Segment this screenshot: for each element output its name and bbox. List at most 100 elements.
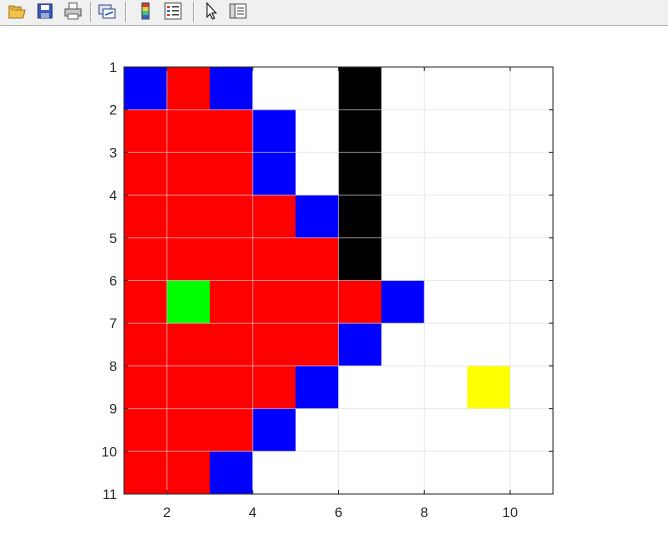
image-cell: [467, 195, 511, 239]
image-cell: [338, 109, 382, 153]
image-cell: [124, 408, 168, 452]
figure-canvas: 2 4 6 8 10 1 2 3 4 5 6 7 8 9 10 11: [0, 27, 668, 534]
image-cell: [295, 451, 339, 495]
toolbar-separator: [125, 2, 126, 22]
image-cell: [424, 67, 468, 111]
image-cell: [510, 237, 554, 281]
image-cell: [381, 280, 425, 324]
image-cell: [381, 195, 425, 239]
image-cell: [166, 323, 211, 367]
image-cell: [467, 408, 511, 452]
image-cell: [166, 237, 211, 281]
image-cell: [381, 152, 425, 196]
image-cell: [510, 451, 554, 495]
image-cell: [467, 365, 511, 409]
print-figure-icon[interactable]: [62, 0, 84, 22]
y-tick-label: 5: [109, 230, 117, 246]
image-cell: [467, 237, 511, 281]
image-cell: [424, 237, 468, 281]
image-cell: [467, 152, 511, 196]
y-tick-label: 7: [109, 315, 117, 331]
image-cell: [252, 237, 296, 281]
image-cell: [209, 365, 254, 409]
y-tick-label: 6: [109, 273, 117, 289]
image-cell: [338, 451, 382, 495]
image-cell: [252, 67, 296, 111]
image-cell: [166, 408, 211, 452]
image-cell: [209, 451, 254, 495]
image-cell: [124, 237, 168, 281]
image-cell: [338, 237, 382, 281]
image-cell: [252, 365, 296, 409]
image-cell: [295, 195, 339, 239]
image-cell: [124, 323, 168, 367]
x-tick-label: 4: [249, 504, 257, 520]
image-cell: [467, 323, 511, 367]
figure-toolbar: [0, 0, 668, 26]
edit-plot-arrow-icon[interactable]: [200, 0, 222, 22]
link-plot-icon[interactable]: [96, 0, 118, 22]
y-tick-label: 8: [109, 358, 117, 374]
image-cell: [166, 152, 211, 196]
image-cell: [295, 237, 339, 281]
image-cell: [124, 152, 168, 196]
image-cell: [424, 323, 468, 367]
toolbar-separator: [193, 2, 194, 22]
image-cell: [295, 408, 339, 452]
image-cell: [124, 109, 168, 153]
image-cell: [381, 408, 425, 452]
image-cell: [295, 109, 339, 153]
image-cell: [252, 408, 296, 452]
image-cell: [424, 365, 468, 409]
y-tick-label: 3: [109, 144, 117, 160]
image-cell: [510, 67, 554, 111]
image-cell: [166, 280, 211, 324]
image-cell: [467, 451, 511, 495]
image-cell: [338, 195, 382, 239]
image-cell: [510, 152, 554, 196]
insert-colorbar-icon[interactable]: [135, 0, 157, 22]
open-property-inspector-icon[interactable]: [227, 0, 249, 22]
image-cell: [252, 109, 296, 153]
image-cell: [338, 408, 382, 452]
image-cell: [424, 195, 468, 239]
image-cell: [295, 323, 339, 367]
image-cell: [424, 451, 468, 495]
x-tick-label: 6: [335, 504, 343, 520]
image-cell: [252, 323, 296, 367]
image-cell: [424, 109, 468, 153]
x-tick-label: 10: [502, 504, 518, 520]
image-cell: [209, 152, 254, 196]
image-cell: [209, 408, 254, 452]
image-cell: [166, 451, 211, 495]
image-cell: [209, 237, 254, 281]
image-cell: [252, 195, 296, 239]
image-cell: [467, 67, 511, 111]
image-cell: [510, 408, 554, 452]
y-tick-label: 4: [109, 187, 117, 203]
y-tick-label: 10: [101, 443, 117, 459]
image-cell: [338, 280, 382, 324]
image-cell: [295, 280, 339, 324]
y-tick-label: 11: [102, 486, 117, 502]
open-file-icon[interactable]: [6, 0, 28, 22]
image-cell: [338, 67, 382, 111]
image-cell: [467, 109, 511, 153]
save-figure-icon[interactable]: [34, 0, 56, 22]
image-cell: [424, 280, 468, 324]
image-cell: [338, 152, 382, 196]
x-tick-label: 2: [163, 504, 171, 520]
y-tick-label: 2: [109, 102, 117, 118]
image-cell: [510, 323, 554, 367]
image-cell: [467, 280, 511, 324]
image-cell: [252, 280, 296, 324]
image-cell: [338, 365, 382, 409]
image-cell: [252, 152, 296, 196]
insert-legend-icon[interactable]: [162, 0, 184, 22]
image-cell: [209, 280, 254, 324]
x-tick-label: 8: [420, 504, 428, 520]
image-cell: [295, 365, 339, 409]
image-cell: [295, 152, 339, 196]
image-cell: [209, 323, 254, 367]
